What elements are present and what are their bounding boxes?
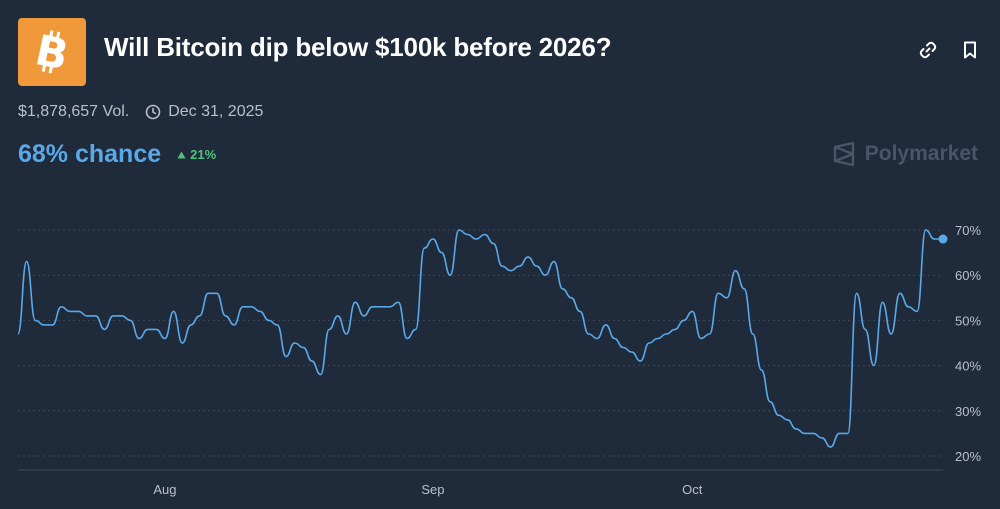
y-tick-label: 60% bbox=[955, 268, 981, 283]
link-icon bbox=[919, 41, 937, 59]
change-value: 21% bbox=[190, 147, 217, 162]
chance-row: 68% chance 21% bbox=[18, 140, 216, 169]
polymarket-icon bbox=[833, 142, 855, 166]
triangle-up-icon bbox=[177, 151, 186, 158]
market-title: Will Bitcoin dip below $100k before 2026… bbox=[104, 32, 612, 62]
y-tick-label: 40% bbox=[955, 359, 981, 374]
series-line bbox=[17, 229, 943, 448]
y-tick-label: 50% bbox=[955, 313, 981, 328]
change-badge: 21% bbox=[177, 147, 216, 162]
y-tick-label: 20% bbox=[955, 449, 981, 464]
x-tick-label: Sep bbox=[421, 482, 444, 497]
x-tick-label: Oct bbox=[682, 482, 703, 497]
x-tick-label: Aug bbox=[153, 482, 176, 497]
y-tick-label: 30% bbox=[955, 404, 981, 419]
chance-text: 68% chance bbox=[18, 140, 162, 168]
y-tick-label: 70% bbox=[955, 223, 981, 238]
bookmark-icon bbox=[964, 41, 976, 59]
end-date-text: Dec 31, 2025 bbox=[168, 103, 264, 120]
brand-logo: Polymarket bbox=[833, 142, 978, 166]
market-meta: $1,878,657 Vol. Dec 31, 2025 bbox=[18, 103, 263, 121]
copy-link-button[interactable] bbox=[918, 40, 938, 60]
market-logo: B bbox=[18, 18, 86, 86]
volume-text: $1,878,657 Vol. bbox=[18, 103, 130, 120]
clock-icon bbox=[145, 104, 161, 120]
market-actions bbox=[918, 40, 980, 60]
last-point-marker bbox=[938, 234, 948, 244]
brand-name: Polymarket bbox=[864, 142, 978, 165]
bookmark-button[interactable] bbox=[960, 40, 980, 60]
bitcoin-icon: B bbox=[31, 29, 73, 75]
